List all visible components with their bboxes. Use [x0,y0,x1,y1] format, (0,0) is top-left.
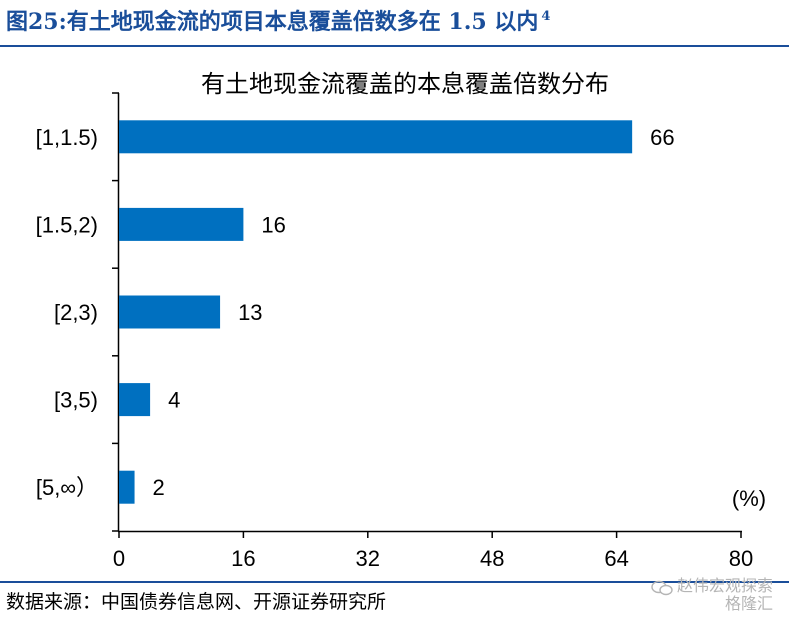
bar [119,120,633,154]
data-label: 4 [168,388,180,413]
y-tick-label: [1.5,2) [36,212,98,237]
figure-label: 图25: [6,9,67,35]
data-label: 13 [238,300,262,325]
bar-chart: 有土地现金流覆盖的本息覆盖倍数分布 (%) [1,1.5) 66 [1.5,2) 16… [36,70,766,571]
y-tick-label: [1,1.5) [36,125,98,150]
data-label: 16 [261,212,285,237]
bar [119,295,221,329]
x-tick-label: 64 [604,546,628,571]
wechat-icon [651,580,673,596]
data-label: 2 [153,475,165,500]
y-tick-label: [2,3) [54,300,98,325]
data-label: 66 [650,125,674,150]
bottom-rule [0,581,789,583]
x-tick-label: 48 [480,546,504,571]
bar [119,470,135,504]
x-tick-label: 80 [729,546,753,571]
unit-label: (%) [732,486,766,511]
x-tick-label: 0 [113,546,125,571]
y-tick-label: [5,∞） [36,475,98,500]
bar [119,207,244,241]
figure-title-text: 有土地现金流的项目本息覆盖倍数多在 1.5 以内 [66,9,539,35]
watermark: 赵伟宏观探索 格隆汇 [651,578,773,614]
x-tick-label: 16 [231,546,255,571]
chart-title: 有土地现金流覆盖的本息覆盖倍数分布 [201,70,609,98]
top-rule [0,45,789,47]
watermark-line2: 格隆汇 [724,596,773,613]
bar [119,383,151,417]
source-note: 数据来源：中国债券信息网、开源证券研究所 [6,591,387,613]
watermark-line1: 赵伟宏观探索 [676,578,773,595]
y-tick-label: [3,5) [54,388,98,413]
footnote-marker: 4 [541,9,551,24]
x-tick-label: 32 [356,546,380,571]
figure-title: 图25:有土地现金流的项目本息覆盖倍数多在 1.5 以内 4 [6,2,550,37]
